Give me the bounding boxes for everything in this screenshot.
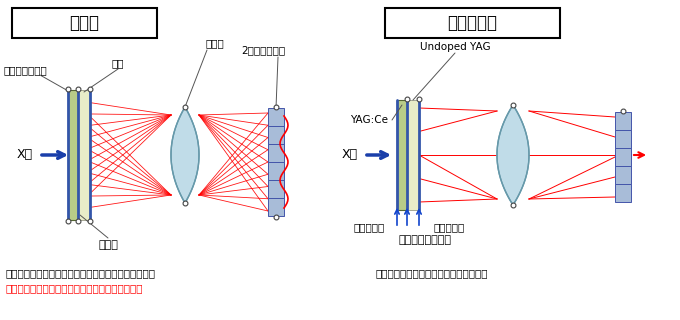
Polygon shape	[171, 107, 199, 203]
Text: 発光フィルムと透明基板を接着材で張り付ける方法。: 発光フィルムと透明基板を接着材で張り付ける方法。	[5, 268, 155, 278]
Text: YAG:Ce: YAG:Ce	[350, 115, 388, 125]
Text: 本研究提案: 本研究提案	[447, 14, 498, 32]
Bar	[615, 184, 631, 202]
Bar	[385, 8, 560, 38]
Bar	[12, 8, 157, 38]
Text: Undoped YAG: Undoped YAG	[420, 42, 490, 52]
Bar	[268, 180, 284, 198]
Text: ほぼ一様な屈折率: ほぼ一様な屈折率	[398, 235, 452, 245]
Bar	[68, 90, 78, 220]
Text: 接着剤: 接着剤	[98, 240, 118, 250]
Bar	[78, 90, 90, 220]
Text: X線: X線	[17, 148, 33, 162]
Text: 従来法: 従来法	[69, 14, 99, 32]
Bar	[615, 130, 631, 148]
Bar	[615, 166, 631, 184]
Text: 界面・表面でおきる反射や散乱で画像がボケる。: 界面・表面でおきる反射や散乱で画像がボケる。	[5, 283, 143, 293]
Bar	[268, 108, 284, 126]
Bar	[268, 162, 284, 180]
Polygon shape	[497, 105, 529, 205]
Bar	[397, 100, 407, 210]
Bar	[268, 198, 284, 216]
Text: シンチレーター: シンチレーター	[3, 65, 47, 75]
Text: X線: X線	[342, 148, 358, 162]
Text: 基板: 基板	[112, 58, 124, 68]
Text: レンズ: レンズ	[205, 38, 224, 48]
Bar	[615, 112, 631, 130]
Bar	[268, 126, 284, 144]
Bar	[268, 144, 284, 162]
Bar	[78, 90, 90, 220]
Text: 反射防止膜: 反射防止膜	[433, 222, 464, 232]
Text: 反射防止膜: 反射防止膜	[353, 222, 384, 232]
Text: 界面の反射を防ぎ、空間分解能が保つ。: 界面の反射を防ぎ、空間分解能が保つ。	[375, 268, 488, 278]
Bar	[615, 148, 631, 166]
Bar	[407, 100, 419, 210]
Text: 2次元センサー: 2次元センサー	[241, 45, 285, 55]
